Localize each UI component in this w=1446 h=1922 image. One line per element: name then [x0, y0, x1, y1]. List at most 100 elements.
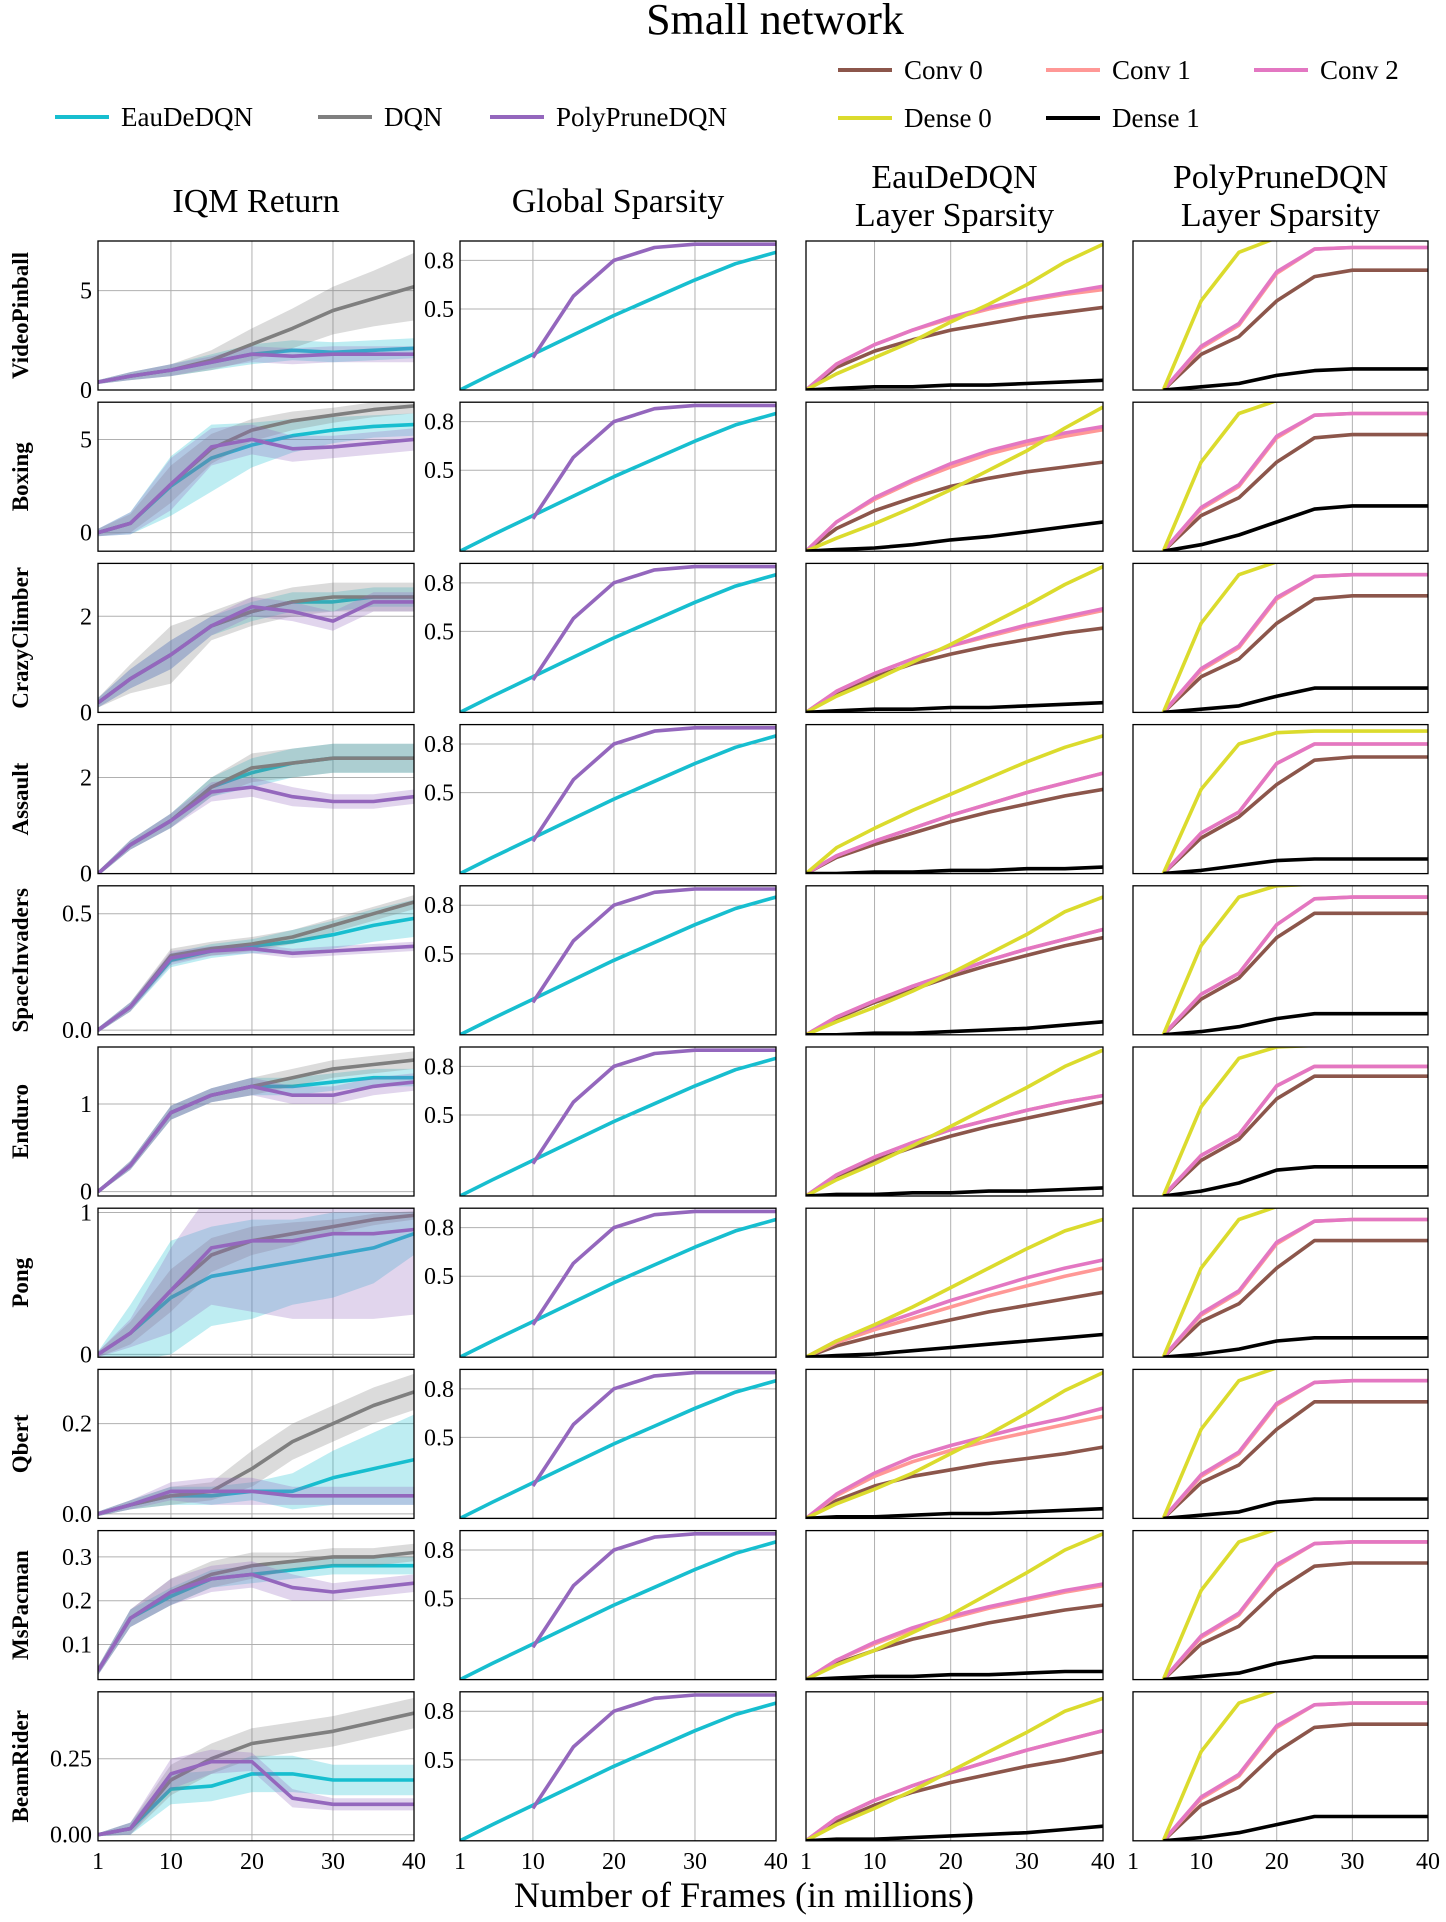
y-tick-label: 0.8: [424, 248, 454, 274]
series-group: [460, 403, 776, 552]
panel-frame: [1132, 885, 1429, 1036]
line-conv-0: [1162, 1074, 1428, 1196]
panel-frame: [97, 1046, 415, 1197]
panel-return-mspacman: 0.1 0.2 0.3: [62, 1529, 415, 1681]
y-tick-label: 0.5: [62, 902, 92, 928]
x-tick-label: 20: [1265, 1849, 1289, 1875]
x-tick-label: 1: [92, 1849, 104, 1875]
line-dense-0: [806, 1048, 1103, 1196]
y-tick-label: 0.00: [50, 1823, 92, 1849]
series-group: [1161, 241, 1428, 390]
line-conv-2: [1161, 1378, 1428, 1519]
panel-frame: [97, 1207, 415, 1358]
column-title: Layer Sparsity: [1181, 197, 1380, 234]
panel-frame: [1132, 1691, 1429, 1842]
x-tick-label: 30: [1015, 1849, 1039, 1875]
panel-frame: [97, 401, 415, 552]
line-dense-0: [806, 405, 1103, 552]
panel-frame: [459, 885, 777, 1036]
line-polyprunedqn: [98, 1572, 414, 1672]
panel-frame: [459, 1207, 777, 1358]
line-dense-0: [1161, 1047, 1428, 1196]
line-conv-1: [806, 287, 1103, 390]
line-polyprunedqn: [98, 785, 414, 874]
band-polyprunedqn: [98, 592, 414, 708]
panel-return-qbert: 0.0 0.2: [62, 1368, 415, 1528]
series-group: [98, 895, 414, 1033]
line-conv-1: [806, 927, 1103, 1035]
x-tick-label: 1: [1127, 1849, 1139, 1875]
series-group: [460, 1209, 776, 1358]
y-tick-label: 0: [80, 700, 92, 726]
panel-frame: [805, 1529, 1104, 1681]
series-group: [806, 564, 1103, 713]
y-tick-label: 0.8: [424, 1699, 454, 1725]
line-polyprunedqn: [98, 1489, 414, 1516]
y-tick-label: 0.5: [424, 942, 454, 968]
line-dense-1: [806, 1332, 1103, 1358]
y-tick-label: 0.8: [424, 1377, 454, 1403]
line-eaudedqn: [460, 734, 776, 874]
line-conv-0: [1162, 268, 1428, 390]
y-tick-label: 0.8: [424, 410, 454, 436]
y-tick-label: 0.3: [62, 1545, 92, 1571]
line-conv-0: [1162, 755, 1428, 874]
panel-polyprunedqn-layers-pong: [1132, 1207, 1429, 1358]
x-tick-label: 1: [454, 1849, 466, 1875]
row-label: Qbert: [8, 1414, 33, 1473]
line-conv-0: [806, 305, 1103, 390]
y-tick-label: 1: [80, 1200, 92, 1226]
chart-title: Small network: [646, 0, 904, 44]
panel-frame: [1132, 1207, 1429, 1358]
line-polyprunedqn: [98, 352, 414, 384]
panel-frame: [97, 562, 415, 714]
panel-frame: [1132, 1368, 1429, 1520]
y-tick-label: 0.0: [62, 1018, 92, 1044]
panel-frame: [459, 723, 777, 875]
band-eaudedqn: [98, 1068, 414, 1194]
row-label: Enduro: [8, 1084, 33, 1159]
panel-frame: [1132, 1529, 1429, 1681]
panel-frame: [805, 723, 1104, 875]
y-tick-label: 0.5: [424, 619, 454, 645]
line-eaudedqn: [460, 1056, 776, 1196]
panel-polyprunedqn-layers-spaceinvaders: [1132, 885, 1429, 1036]
y-tick-label: 0.2: [62, 1412, 92, 1438]
panel-return-crazyclimber: 02: [80, 562, 415, 726]
line-polyprunedqn: [531, 1209, 776, 1326]
band-dqn: [98, 582, 414, 708]
line-polyprunedqn: [531, 403, 776, 520]
line-eaudedqn: [98, 1772, 414, 1837]
series-group: [460, 1693, 776, 1841]
x-tick-label: 30: [321, 1849, 345, 1875]
line-dense-1: [806, 865, 1103, 874]
panel-frame: [459, 562, 777, 714]
y-tick-label: 0.5: [424, 1264, 454, 1290]
legend-label-polyprunedqn: PolyPruneDQN: [556, 102, 727, 132]
panel-global-sparsity-enduro: 0.5 0.8: [424, 1046, 777, 1197]
series-group: [1161, 402, 1428, 552]
x-tick-label: 30: [1340, 1849, 1364, 1875]
panel-polyprunedqn-layers-assault: [1132, 723, 1429, 875]
line-dense-1: [806, 520, 1103, 552]
line-dense-0: [1161, 885, 1428, 1035]
line-conv-2: [1161, 411, 1428, 552]
line-conv-1: [806, 608, 1103, 713]
row-label: Pong: [8, 1257, 33, 1307]
line-conv-1: [806, 771, 1103, 874]
band-eaudedqn: [98, 413, 414, 537]
line-dense-0: [1161, 1691, 1282, 1841]
panel-frame: [805, 1207, 1104, 1358]
band-eaudedqn: [98, 1212, 414, 1358]
line-conv-2: [806, 1728, 1103, 1841]
line-conv-0: [806, 787, 1103, 874]
y-tick-label: 0.5: [424, 1587, 454, 1613]
panel-global-sparsity-boxing: 0.5 0.8: [424, 401, 777, 552]
panel-frame: [97, 1529, 415, 1681]
column-title: Layer Sparsity: [855, 197, 1054, 234]
line-conv-0: [806, 460, 1103, 552]
panel-frame: [1132, 240, 1429, 391]
panel-frame: [459, 240, 777, 391]
